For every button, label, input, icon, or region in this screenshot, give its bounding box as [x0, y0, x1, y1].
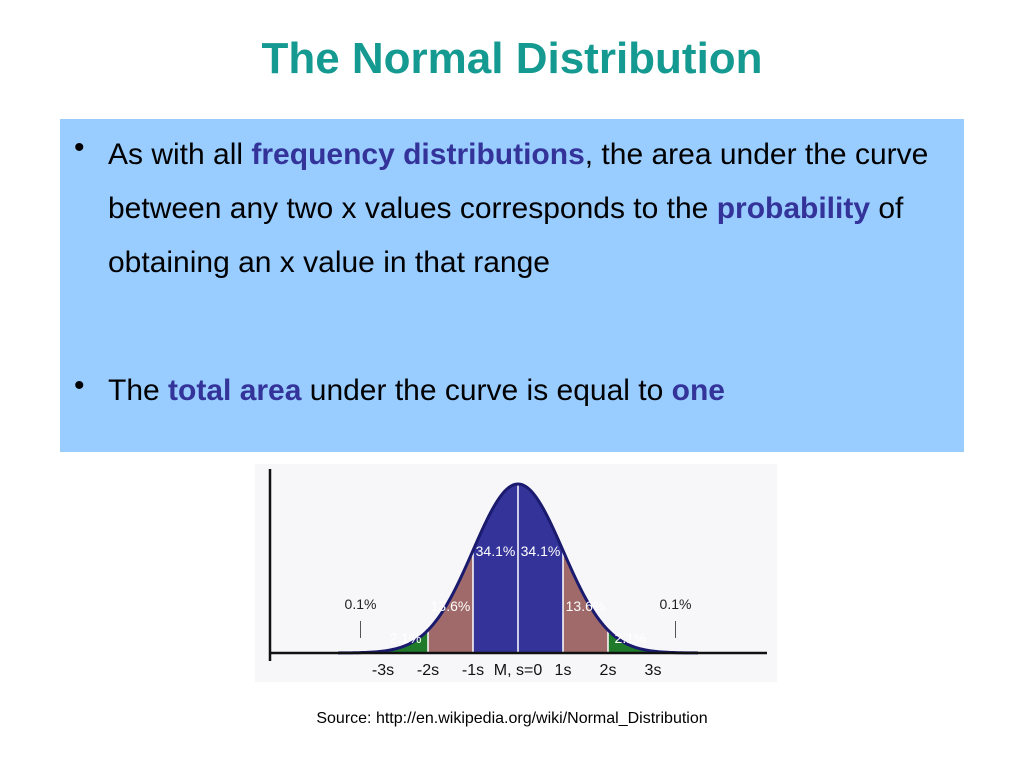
percent-label: 0.1%: [345, 596, 377, 612]
bullet-1-part-5: of obtaining an x value in that range: [108, 192, 904, 279]
x-tick-label: 1s: [555, 662, 572, 679]
bullet-2-part-3: under the curve is equal to: [301, 374, 672, 407]
bullet-1-text: As with all frequency distributions, the…: [108, 128, 948, 290]
x-tick-label: 2s: [600, 662, 617, 679]
percent-label: 0.1%: [660, 596, 692, 612]
x-tick-label: -1s: [462, 662, 484, 679]
percent-label: 34.1%: [476, 543, 516, 559]
x-tick-label: 3s: [645, 662, 662, 679]
normal-curve-line: [337, 482, 699, 655]
x-tick-label: M, s=0: [494, 662, 543, 679]
normal-curve-svg: 0.1% 2.1% 13.6% 34.1% 34.1% 13.6% 2.1% 0.1% -3s -…: [255, 464, 777, 682]
bullet-marker: •: [74, 131, 85, 164]
bullet-1-part-1: As with all: [108, 138, 252, 171]
x-tick-label: -2s: [417, 662, 439, 679]
term-one: one: [671, 374, 725, 407]
bullet-2-part-1: The: [108, 374, 169, 407]
percent-label: 13.6%: [431, 598, 471, 614]
bullet-text-box: • As with all frequency distributions, t…: [60, 119, 964, 452]
percent-label: 2.1%: [615, 630, 647, 646]
bullet-2-text: The total area under the curve is equal …: [108, 364, 948, 418]
term-total-area: total area: [168, 374, 302, 407]
percent-label: 34.1%: [521, 543, 561, 559]
x-tick-label: -3s: [372, 662, 394, 679]
percent-label: 13.6%: [566, 598, 606, 614]
slide-title: The Normal Distribution: [261, 34, 763, 83]
region-2: [383, 630, 428, 653]
term-probability: probability: [716, 192, 871, 225]
source-citation: Source: http://en.wikipedia.org/wiki/Nor…: [316, 710, 708, 727]
bullet-marker: •: [74, 369, 85, 402]
bullet-1-part-3: , the area under the curve between any t…: [108, 138, 929, 225]
normal-distribution-chart: 0.1% 2.1% 13.6% 34.1% 34.1% 13.6% 2.1% 0.1% -3s -…: [255, 464, 777, 682]
percent-label: 2.1%: [390, 630, 422, 646]
region-7: [608, 630, 653, 653]
term-frequency-distributions: frequency distributions: [251, 138, 585, 171]
